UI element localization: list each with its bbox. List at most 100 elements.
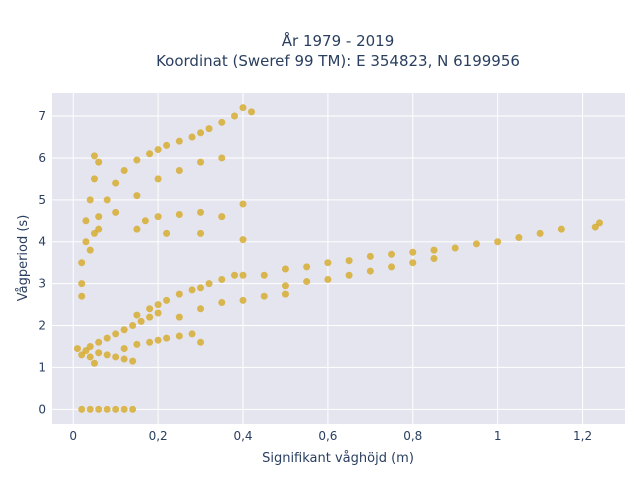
data-point (95, 349, 103, 357)
data-point (133, 156, 141, 164)
data-point (218, 213, 226, 221)
data-point (78, 405, 86, 413)
data-point (260, 271, 268, 279)
y-tick-label: 1 (38, 360, 46, 374)
data-point (239, 271, 247, 279)
data-point (95, 213, 103, 221)
y-tick-label: 2 (38, 319, 46, 333)
data-point (154, 213, 162, 221)
data-point (129, 405, 137, 413)
data-point (112, 405, 120, 413)
data-point (163, 296, 171, 304)
data-point (188, 330, 196, 338)
data-point (281, 282, 289, 290)
data-point (281, 290, 289, 298)
data-point (596, 219, 604, 227)
data-point (388, 250, 396, 258)
data-point (345, 257, 353, 265)
data-point (239, 104, 247, 112)
data-point (303, 278, 311, 286)
data-point (197, 338, 205, 346)
data-point (154, 301, 162, 309)
data-point (260, 292, 268, 300)
data-point (205, 125, 213, 133)
data-point (247, 108, 255, 116)
data-point (120, 405, 128, 413)
data-point (430, 255, 438, 262)
data-point (82, 217, 90, 225)
data-point (103, 334, 111, 342)
y-tick-label: 5 (38, 193, 46, 207)
data-point (175, 137, 183, 145)
data-point (146, 150, 154, 158)
data-point (86, 246, 94, 254)
data-point (472, 240, 480, 248)
data-point (78, 259, 86, 267)
data-point (112, 179, 120, 187)
data-point (120, 355, 128, 363)
data-point (129, 357, 137, 365)
data-point (95, 338, 103, 346)
data-point (281, 265, 289, 273)
data-point (231, 271, 239, 279)
data-point (175, 332, 183, 340)
data-point (197, 129, 205, 137)
data-point (163, 229, 171, 237)
data-point (494, 238, 502, 246)
data-point (163, 141, 171, 149)
data-point (103, 405, 111, 413)
data-point (95, 225, 103, 233)
data-point (175, 313, 183, 321)
data-point (218, 298, 226, 306)
data-point (231, 112, 239, 120)
x-tick-label: 0,8 (403, 429, 422, 443)
y-tick-label: 7 (38, 109, 46, 123)
data-point (95, 158, 103, 166)
x-tick-label: 0,6 (318, 429, 337, 443)
y-tick-label: 0 (38, 402, 46, 416)
data-point (536, 229, 544, 237)
x-tick-label: 1,2 (573, 429, 592, 443)
data-point (133, 225, 141, 233)
data-point (146, 313, 154, 321)
data-point (133, 311, 141, 319)
x-tick-label: 1 (494, 429, 502, 443)
data-point (120, 167, 128, 175)
data-point (133, 340, 141, 348)
x-axis-label: Signifikant våghöjd (m) (262, 451, 414, 466)
grid-lines (52, 93, 625, 424)
data-point (409, 259, 417, 267)
y-axis-label: Vågperiod (s) (16, 215, 31, 302)
y-tick-label: 4 (38, 235, 46, 249)
x-tick-label: 0,4 (233, 429, 252, 443)
x-tick-label: 0,2 (149, 429, 168, 443)
data-point (137, 317, 145, 325)
data-point (103, 351, 111, 359)
data-points (73, 104, 604, 413)
data-point (430, 246, 438, 254)
data-point (175, 211, 183, 219)
data-point (239, 236, 247, 244)
data-point (188, 133, 196, 141)
data-point (515, 234, 523, 242)
data-point (239, 296, 247, 304)
data-point (154, 336, 162, 344)
data-point (218, 154, 226, 162)
data-point (557, 225, 565, 233)
data-point (239, 200, 247, 208)
data-point (154, 175, 162, 183)
data-point (451, 244, 459, 252)
data-point (86, 353, 94, 361)
data-point (86, 405, 94, 413)
data-point (146, 338, 154, 346)
x-tick-label: 0 (69, 429, 77, 443)
data-point (133, 192, 141, 200)
data-point (197, 305, 205, 313)
data-point (218, 275, 226, 283)
tick-labels: 0 0,2 0,4 0,6 0,8 1 1,2 0 1 2 3 4 5 6 7 (38, 109, 592, 443)
data-point (73, 345, 81, 353)
data-point (112, 353, 120, 361)
data-point (82, 238, 90, 246)
data-point (95, 405, 103, 413)
data-point (90, 175, 98, 183)
